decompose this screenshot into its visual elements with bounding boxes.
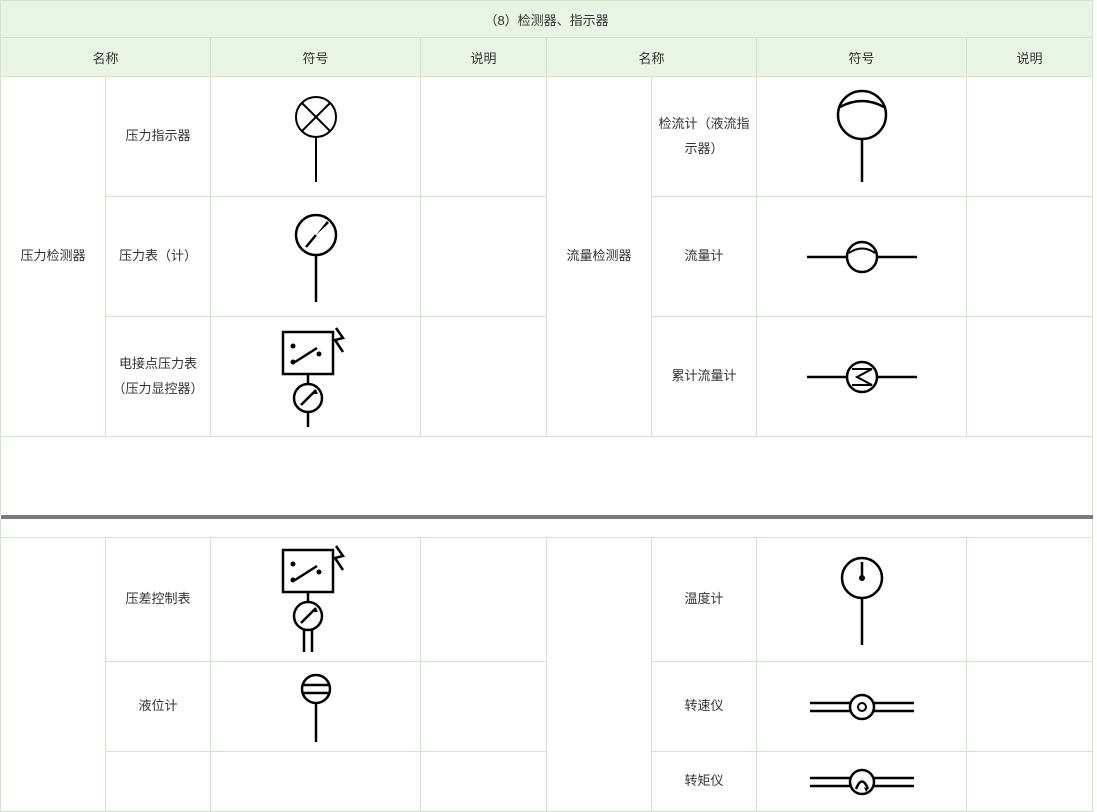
name-torque-meter: 转矩仪 xyxy=(652,752,757,812)
group-pressure: 压力检测器 xyxy=(1,77,106,437)
name-flow-sight: 检流计（液流指示器） xyxy=(652,77,757,197)
sym-flow-meter xyxy=(757,197,967,317)
name-diff-pressure-controller: 压差控制表 xyxy=(106,538,211,662)
name-tachometer: 转速仪 xyxy=(652,662,757,752)
sym-flow-sight xyxy=(757,77,967,197)
col-name-r: 名称 xyxy=(547,38,757,77)
desc-torque-meter xyxy=(967,752,1093,812)
group-flow: 流量检测器 xyxy=(547,77,652,437)
sym-thermometer xyxy=(757,538,967,662)
symbols-table: （8）检测器、指示器 名称 符号 说明 名称 符号 说明 压力检测器 压力指示器… xyxy=(0,0,1093,812)
desc-diff-pressure-controller xyxy=(421,538,547,662)
desc-pressure-gauge xyxy=(421,197,547,317)
desc-flow-sight xyxy=(967,77,1093,197)
name-blank-l6 xyxy=(106,752,211,812)
group-left-blank xyxy=(1,538,106,812)
sym-torque-meter xyxy=(757,752,967,812)
sym-pressure-gauge xyxy=(211,197,421,317)
name-pressure-indicator: 压力指示器 xyxy=(106,77,211,197)
sym-contact-pressure-gauge xyxy=(211,317,421,437)
col-symbol-l: 符号 xyxy=(211,38,421,77)
desc-thermometer xyxy=(967,538,1093,662)
section-title: （8）检测器、指示器 xyxy=(1,1,1093,38)
desc-level-gauge xyxy=(421,662,547,752)
sym-blank-l6 xyxy=(211,752,421,812)
desc-flow-meter xyxy=(967,197,1093,317)
name-totalizer: 累计流量计 xyxy=(652,317,757,437)
sym-totalizer xyxy=(757,317,967,437)
desc-contact-pressure-gauge xyxy=(421,317,547,437)
name-level-gauge: 液位计 xyxy=(106,662,211,752)
col-name-l: 名称 xyxy=(1,38,211,77)
col-desc-r: 说明 xyxy=(967,38,1093,77)
name-contact-pressure-gauge: 电接点压力表（压力显控器） xyxy=(106,317,211,437)
name-thermometer: 温度计 xyxy=(652,538,757,662)
sym-tachometer xyxy=(757,662,967,752)
name-flow-meter: 流量计 xyxy=(652,197,757,317)
desc-blank-l6 xyxy=(421,752,547,812)
desc-tachometer xyxy=(967,662,1093,752)
name-pressure-gauge: 压力表（计） xyxy=(106,197,211,317)
desc-pressure-indicator xyxy=(421,77,547,197)
group-right-blank xyxy=(547,538,652,812)
sym-pressure-indicator xyxy=(211,77,421,197)
sym-diff-pressure-controller xyxy=(211,538,421,662)
desc-totalizer xyxy=(967,317,1093,437)
col-symbol-r: 符号 xyxy=(757,38,967,77)
col-desc-l: 说明 xyxy=(421,38,547,77)
sym-level-gauge xyxy=(211,662,421,752)
